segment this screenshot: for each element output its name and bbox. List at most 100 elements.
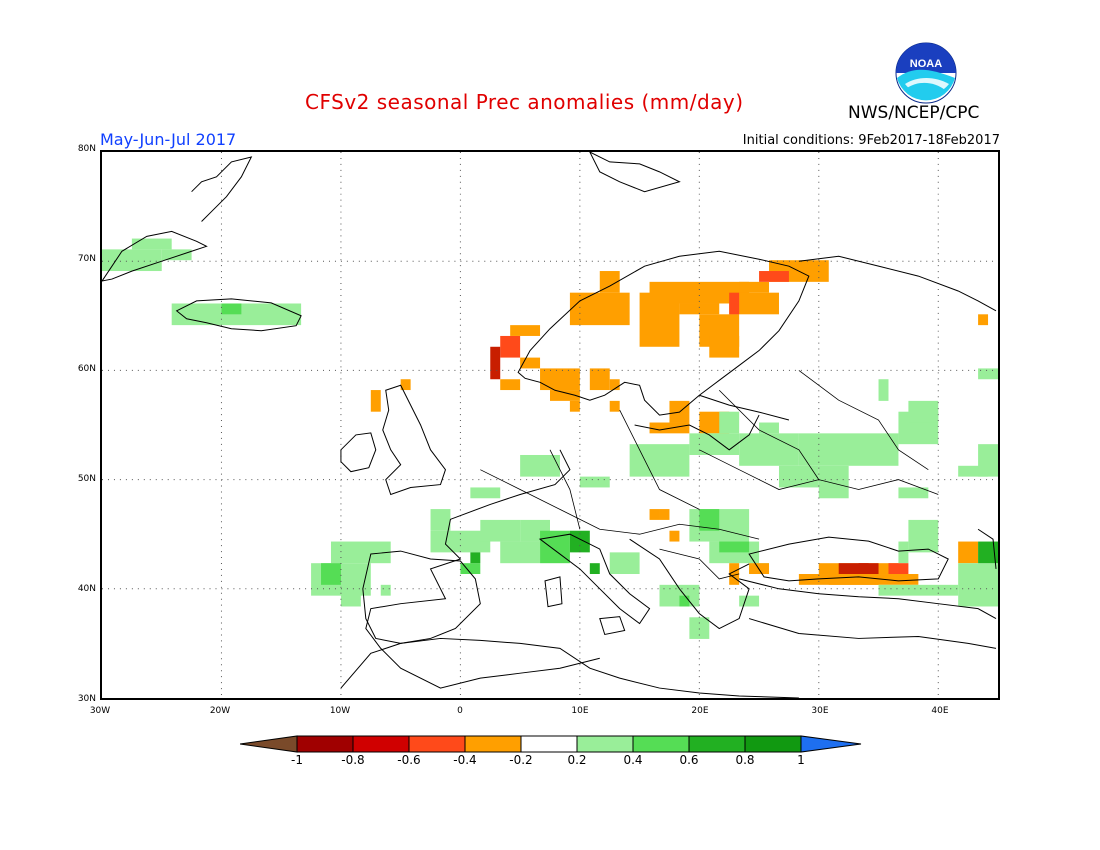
anomaly-cell <box>669 530 680 542</box>
anomaly-cell <box>330 541 391 564</box>
anomaly-cell <box>898 541 909 564</box>
anomaly-cell <box>589 563 600 575</box>
anomaly-cell <box>340 584 361 607</box>
anomaly-cell <box>689 433 740 455</box>
coastlines <box>102 152 997 698</box>
anomaly-cell <box>430 530 491 553</box>
anomaly-cell <box>500 335 521 358</box>
anomaly-cell <box>131 238 172 250</box>
anomaly-cell <box>649 509 660 520</box>
anomaly-cell <box>978 314 989 326</box>
anomaly-cell <box>649 281 750 304</box>
lon-label: 20W <box>209 706 231 716</box>
map-canvas <box>102 152 998 698</box>
anomaly-cell <box>370 390 381 412</box>
anomaly-cell <box>878 379 889 401</box>
colorbar-segment <box>464 735 522 753</box>
anomaly-cell <box>540 368 580 391</box>
logo-text: NOAA <box>910 58 942 70</box>
anomaly-cell <box>460 563 481 575</box>
colorbar-segment <box>520 735 578 753</box>
colorbar-segment <box>352 735 410 753</box>
anomaly-cell <box>719 541 750 553</box>
anomaly-cell <box>470 552 481 564</box>
anomaly-cell <box>569 400 580 412</box>
anomaly-cell <box>400 379 411 391</box>
colorbar-label: 1 <box>797 753 805 767</box>
initial-conditions: Initial conditions: 9Feb2017-18Feb2017 <box>742 133 1000 148</box>
anomaly-cell <box>958 541 979 564</box>
anomaly-cell <box>759 271 789 282</box>
colorbar-segment <box>296 735 354 753</box>
anomaly-cell <box>739 281 770 293</box>
colorbar <box>239 735 865 757</box>
anomaly-cells <box>102 238 998 639</box>
lon-label: 10W <box>329 706 351 716</box>
lon-label: 30E <box>811 706 829 716</box>
colorbar-label: -0.4 <box>453 753 477 767</box>
gridlines <box>102 152 998 698</box>
anomaly-cell <box>500 541 541 564</box>
noaa-logo: NOAA <box>895 42 957 104</box>
lat-label: 40N <box>77 584 96 594</box>
anomaly-cell <box>958 465 989 477</box>
anomaly-cell <box>500 379 521 391</box>
organization-label: NWS/NCEP/CPC <box>848 103 980 123</box>
anomaly-cell <box>430 509 451 531</box>
anomaly-cell <box>569 292 630 326</box>
anomaly-cell <box>520 454 560 477</box>
anomaly-cell <box>759 422 779 434</box>
anomaly-cell <box>321 563 341 585</box>
colorbar-segment <box>744 735 802 753</box>
colorbar-label: 0.4 <box>623 753 643 767</box>
anomaly-cell <box>490 346 501 380</box>
colorbar-end-low <box>239 735 298 753</box>
anomaly-cell <box>480 519 521 542</box>
anomaly-cell <box>888 563 909 575</box>
colorbar-label: 0.6 <box>679 753 699 767</box>
anomaly-cell <box>102 249 162 272</box>
anomaly-cell <box>729 292 740 315</box>
anomaly-cell <box>729 292 779 315</box>
anomaly-cell <box>978 368 998 380</box>
anomaly-cell <box>221 303 242 315</box>
anomaly-cell <box>679 595 690 607</box>
anomaly-cell <box>709 335 740 358</box>
colorbar-label: -1 <box>291 753 303 767</box>
anomaly-cell <box>380 584 391 596</box>
colorbar-label: -0.8 <box>341 753 365 767</box>
anomaly-cell <box>589 368 610 391</box>
anomaly-cell <box>699 509 720 531</box>
anomaly-cell <box>609 552 640 575</box>
colorbar-end-high <box>800 735 862 753</box>
colorbar-segment <box>408 735 466 753</box>
anomaly-cell <box>679 303 720 315</box>
lon-label: 0 <box>457 706 463 716</box>
colorbar-label: 0.8 <box>735 753 755 767</box>
season-label: May-Jun-Jul 2017 <box>100 130 237 149</box>
anomaly-cell <box>838 563 869 575</box>
lat-label: 30N <box>77 694 96 704</box>
lon-label: 30W <box>89 706 111 716</box>
anomaly-cell <box>798 433 899 466</box>
lon-label: 40E <box>931 706 949 716</box>
lat-label: 60N <box>77 364 96 374</box>
anomaly-cell <box>908 400 939 423</box>
anomaly-cell <box>470 487 501 499</box>
anomaly-cell <box>729 563 740 585</box>
colorbar-label: 0.2 <box>567 753 587 767</box>
colorbar-segment <box>632 735 690 753</box>
lon-label: 10E <box>571 706 589 716</box>
anomaly-cell <box>599 271 620 293</box>
anomaly-cell <box>858 563 879 575</box>
anomaly-cell <box>579 476 610 488</box>
anomaly-cell <box>739 595 760 607</box>
lat-label: 50N <box>77 474 96 484</box>
colorbar-label: -0.2 <box>509 753 533 767</box>
anomaly-cell <box>629 444 690 477</box>
anomaly-cell <box>609 400 620 412</box>
anomaly-cell <box>978 541 998 564</box>
lon-label: 20E <box>691 706 709 716</box>
map-title: CFSv2 seasonal Prec anomalies (mm/day) <box>305 90 744 114</box>
anomaly-cell <box>798 574 919 585</box>
